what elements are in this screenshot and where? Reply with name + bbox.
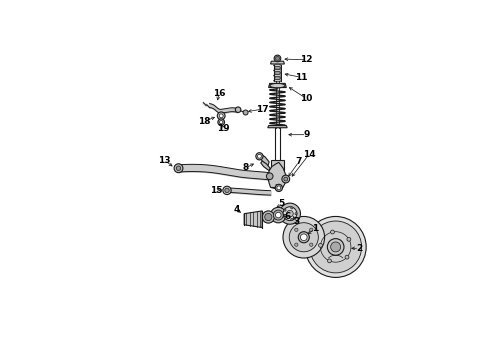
Text: 11: 11 [295,73,307,82]
Circle shape [284,177,288,181]
Circle shape [283,216,324,258]
Text: 6: 6 [284,212,290,221]
Circle shape [277,186,281,190]
Circle shape [267,173,273,180]
Polygon shape [219,112,223,116]
Circle shape [284,209,286,211]
Circle shape [283,207,297,221]
Circle shape [279,203,300,224]
Circle shape [295,212,297,215]
Text: 7: 7 [295,157,302,166]
Circle shape [275,212,281,218]
Text: 17: 17 [256,105,269,114]
Circle shape [220,121,223,124]
Circle shape [327,259,331,263]
Text: 15: 15 [210,186,223,195]
Circle shape [176,166,181,170]
Circle shape [300,234,307,240]
Text: 9: 9 [303,130,310,139]
Circle shape [219,114,223,118]
Text: 1: 1 [312,224,318,233]
Circle shape [305,216,366,278]
Polygon shape [259,154,269,167]
Circle shape [274,55,281,62]
Circle shape [347,237,351,241]
Ellipse shape [273,80,281,82]
Text: 18: 18 [198,117,210,126]
Circle shape [270,207,286,223]
Circle shape [287,210,293,217]
Circle shape [282,175,290,183]
Circle shape [294,243,298,246]
Polygon shape [244,211,262,228]
Circle shape [310,243,313,246]
Circle shape [275,184,282,192]
Text: 14: 14 [303,150,316,158]
Text: 4: 4 [234,205,240,214]
Ellipse shape [274,67,281,69]
Polygon shape [269,84,286,87]
Text: 19: 19 [217,124,230,133]
Polygon shape [273,171,282,187]
Circle shape [218,119,224,126]
Circle shape [310,221,362,273]
Text: 8: 8 [243,163,249,172]
Circle shape [275,57,279,60]
Text: 5: 5 [278,199,285,208]
Circle shape [243,110,248,115]
Circle shape [318,243,322,247]
Ellipse shape [273,75,281,77]
Circle shape [298,232,309,243]
Ellipse shape [270,84,285,88]
Circle shape [258,154,261,158]
Circle shape [217,112,225,120]
Text: 16: 16 [213,89,225,98]
Text: 10: 10 [300,94,313,103]
Polygon shape [271,159,284,171]
Circle shape [310,228,313,231]
Circle shape [265,213,272,221]
Ellipse shape [273,69,281,72]
Circle shape [331,230,335,234]
Circle shape [273,210,283,220]
Polygon shape [268,162,286,189]
Polygon shape [220,119,222,122]
Circle shape [256,153,263,160]
Text: 3: 3 [294,217,300,226]
Polygon shape [270,61,284,64]
Circle shape [345,255,349,259]
Circle shape [294,228,298,231]
Text: 2: 2 [356,244,363,253]
Ellipse shape [273,64,281,67]
Circle shape [223,186,231,194]
Circle shape [235,107,241,112]
Circle shape [262,211,274,223]
Polygon shape [261,161,270,171]
Text: 13: 13 [158,156,171,165]
Circle shape [291,207,293,209]
Ellipse shape [274,72,281,74]
Circle shape [291,219,293,221]
Circle shape [225,188,229,193]
Circle shape [284,216,286,219]
Text: 12: 12 [300,55,313,64]
Ellipse shape [274,77,281,79]
Circle shape [331,242,341,252]
Circle shape [327,239,344,255]
Polygon shape [268,126,287,128]
Circle shape [174,164,183,173]
Circle shape [289,223,318,252]
